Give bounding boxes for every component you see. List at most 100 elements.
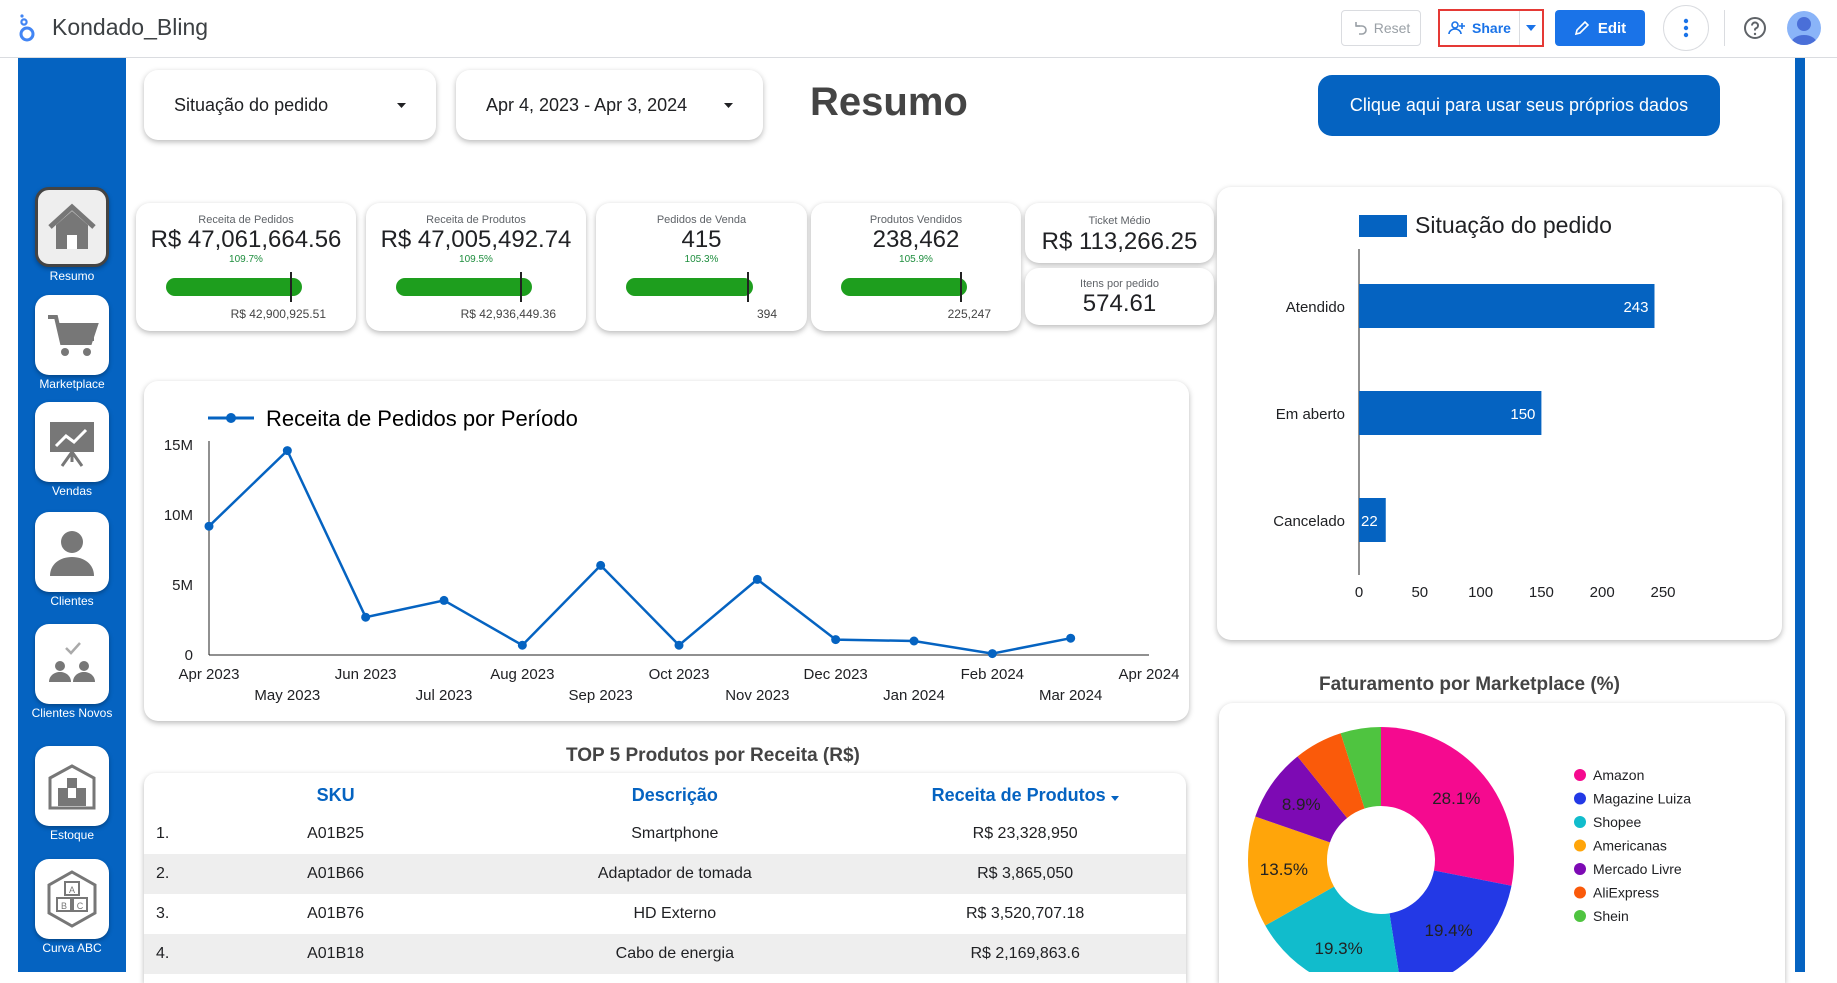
x-tick-label: Mar 2024 [1039,687,1102,704]
data-point[interactable] [282,446,292,456]
revenue-line-chart-card[interactable]: Receita de Pedidos por Período 0 5M 10M 15M A… [144,381,1189,721]
data-point[interactable] [987,649,997,659]
add-person-icon [1448,21,1466,35]
legend-label[interactable]: Mercado Livre [1593,861,1682,877]
status-filter-label: Situação do pedido [174,94,329,115]
itens-por-pedido-scorecard[interactable]: Itens por pedido 574.61 [1025,268,1214,325]
pie-slice[interactable] [1389,870,1512,983]
table-header-receita[interactable]: Receita de Produtos [864,776,1186,814]
kpi-label: Itens por pedido [1080,278,1159,290]
pie-slice[interactable] [1265,886,1402,983]
reset-button[interactable]: Reset [1341,10,1421,46]
looker-logo-icon [19,14,35,42]
ticket-medio-scorecard[interactable]: Ticket Médio R$ 113,266.25 [1025,203,1214,263]
legend-dot [1574,769,1586,781]
marketplace-chart-title: Faturamento por Marketplace (%) [1319,674,1620,695]
row-index: 1. [156,825,170,842]
pie-slice[interactable] [1340,727,1381,809]
person-icon [50,531,94,576]
series-line [208,448,1071,655]
kpi-scorecard[interactable]: Pedidos de Venda 415 105.3% 394 [596,203,807,331]
x-tick-label: Jan 2024 [883,687,945,704]
legend-label[interactable]: Shopee [1593,814,1641,830]
y-tick-label: 0 [185,647,193,664]
kpi-value: 415 [681,226,722,253]
data-point[interactable] [752,574,762,584]
table-header-sku[interactable]: SKU [316,784,355,805]
kpi-scorecard[interactable]: Receita de Produtos R$ 47,005,492.74 109… [366,203,586,331]
nav-item-vendas[interactable]: Vendas [18,402,126,498]
x-tick-label: May 2023 [254,687,320,704]
status-bar-chart-card[interactable]: Situação do pedido Atendido 243 Em aberto 15… [1217,187,1782,640]
status-filter-dropdown[interactable]: Situação do pedido [144,70,436,140]
nav-label: Clientes Novos [31,706,113,720]
row-sku: A01B66 [185,854,486,894]
table-header-receita-label: Receita de Produtos [931,784,1106,805]
legend-label[interactable]: AliExpress [1593,885,1659,901]
nav-item-marketplace[interactable]: Marketplace [18,295,126,391]
page-title: Resumo [810,80,968,124]
data-point[interactable] [831,635,841,645]
x-tick-label: Jul 2023 [416,687,473,704]
nav-item-clientes[interactable]: Clientes [18,512,126,608]
nav-label: Clientes [50,594,94,608]
x-tick-label: Dec 2023 [804,666,868,683]
share-dropdown-button[interactable] [1520,11,1542,45]
bar[interactable] [1359,284,1655,328]
table-header-index [144,776,186,814]
data-point[interactable] [204,521,214,531]
home-icon [48,203,96,249]
nav-label: Estoque [49,828,95,842]
kpi-percent: 105.3% [684,254,719,265]
data-point[interactable] [361,612,371,622]
data-point[interactable] [1066,633,1076,643]
nav-item-clientes-novos[interactable]: Clientes Novos [18,624,126,720]
share-button[interactable]: Share [1440,11,1520,45]
data-point[interactable] [439,595,449,605]
data-point[interactable] [517,640,527,650]
help-icon[interactable] [1743,16,1767,40]
legend-label[interactable]: Americanas [1593,838,1667,854]
user-avatar[interactable] [1787,11,1821,45]
kpi-scorecard[interactable]: Produtos Vendidos 238,462 105.9% 225,247 [811,203,1021,331]
svg-text:C: C [77,901,84,911]
data-point[interactable] [909,636,919,646]
nav-item-resumo[interactable]: Resumo [18,187,126,283]
kpi-label: Produtos Vendidos [869,214,963,226]
report-title[interactable]: Kondado_Bling [52,14,209,40]
kpi-percent: 109.5% [459,254,493,265]
pie-slice[interactable] [1297,733,1365,818]
pie-slice[interactable] [1248,816,1335,926]
table-row[interactable]: 4. A01B18 Cabo de energia R$ 2,169,863.6 [144,934,1186,974]
nav-icon-box [35,746,109,826]
bar[interactable] [1359,498,1386,542]
date-range-picker[interactable]: Apr 4, 2023 - Apr 3, 2024 [456,70,763,140]
kpi-target-value: 225,247 [947,307,991,321]
edit-button[interactable]: Edit [1555,10,1645,46]
data-point[interactable] [674,640,684,650]
pie-slice[interactable] [1381,727,1514,886]
share-label: Share [1472,20,1511,36]
avatar-icon [1791,17,1817,45]
more-options-button[interactable] [1663,5,1709,51]
table-row[interactable]: 2. A01B66 Adaptador de tomada R$ 3,865,0… [144,854,1186,894]
legend-label[interactable]: Magazine Luiza [1593,791,1691,807]
table-row[interactable]: 1. A01B25 Smartphone R$ 23,328,950 [144,814,1186,854]
slice-label: 13.5% [1260,860,1308,879]
new-clients-icon [49,642,95,682]
legend-label[interactable]: Amazon [1593,767,1644,783]
nav-item-estoque[interactable]: Estoque [18,746,126,842]
table-header-descricao[interactable]: Descrição [631,784,718,805]
table-row[interactable]: 3. A01B76 HD Externo R$ 3,520,707.18 [144,894,1186,934]
top-bar: Kondado_Bling Reset Share Edit [0,0,1837,58]
data-point[interactable] [596,560,606,570]
y-tick-label: 15M [164,437,193,454]
pie-slice[interactable] [1255,756,1348,843]
marketplace-pie-chart-card[interactable]: 28.1% 19.4% 19.3% 13.5% 8.9% Amazon Magazine L… [1219,703,1785,983]
legend-label[interactable]: Shein [1593,908,1629,924]
bar[interactable] [1359,391,1542,435]
row-index: 3. [156,905,170,922]
use-own-data-button[interactable]: Clique aqui para usar seus próprios dado… [1318,75,1720,136]
kpi-scorecard[interactable]: Receita de Pedidos R$ 47,061,664.56 109.… [136,203,356,331]
